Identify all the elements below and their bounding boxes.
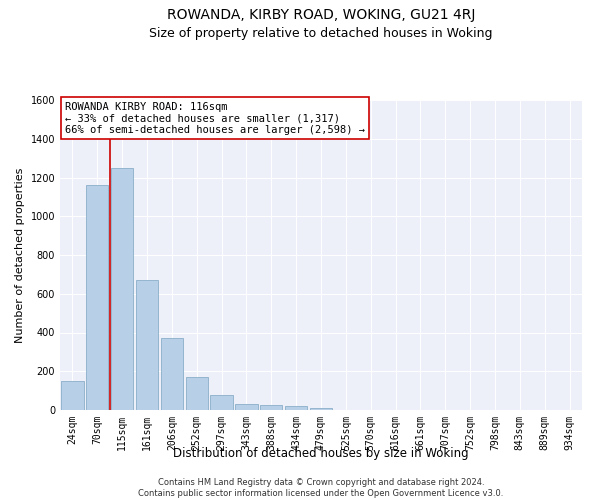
Text: Distribution of detached houses by size in Woking: Distribution of detached houses by size …: [173, 448, 469, 460]
Bar: [260, 405, 283, 410]
Bar: [136, 280, 158, 410]
Y-axis label: Number of detached properties: Number of detached properties: [15, 168, 25, 342]
Bar: [111, 168, 133, 410]
Bar: [61, 381, 83, 410]
Bar: [310, 408, 332, 410]
Bar: [285, 406, 307, 410]
Text: ROWANDA KIRBY ROAD: 116sqm
← 33% of detached houses are smaller (1,317)
66% of s: ROWANDA KIRBY ROAD: 116sqm ← 33% of deta…: [65, 102, 365, 134]
Text: Contains HM Land Registry data © Crown copyright and database right 2024.
Contai: Contains HM Land Registry data © Crown c…: [139, 478, 503, 498]
Bar: [211, 394, 233, 410]
Text: ROWANDA, KIRBY ROAD, WOKING, GU21 4RJ: ROWANDA, KIRBY ROAD, WOKING, GU21 4RJ: [167, 8, 475, 22]
Bar: [86, 185, 109, 410]
Text: Size of property relative to detached houses in Woking: Size of property relative to detached ho…: [149, 28, 493, 40]
Bar: [185, 377, 208, 410]
Bar: [235, 404, 257, 410]
Bar: [161, 338, 183, 410]
